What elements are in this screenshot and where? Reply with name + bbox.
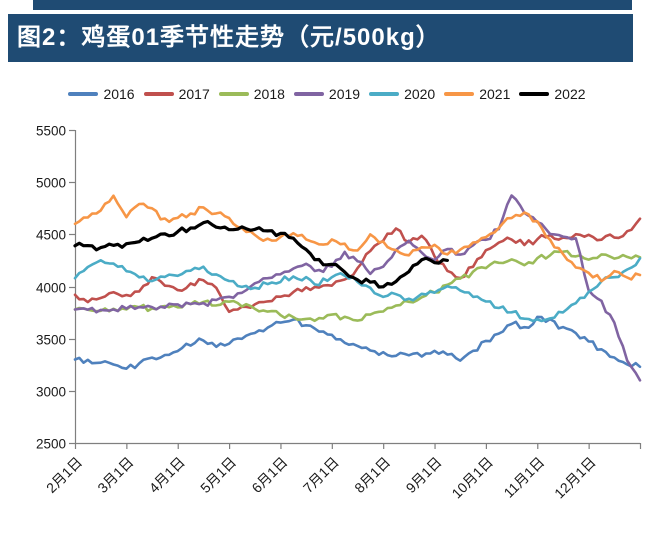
x-tick-label-9: 11月1日 [500,454,547,501]
y-tick-label-5500: 5500 [36,124,66,139]
legend-line-swatch-2017 [143,92,174,96]
legend-item-2016: 2016 [68,86,135,102]
legend-label-2020: 2020 [404,86,436,102]
x-tick-label-5: 7月1日 [300,454,342,496]
x-tick-label-6: 8月1日 [351,454,393,496]
x-tick-label-10: 12月1日 [551,454,599,502]
y-tick-label-3000: 3000 [36,385,66,400]
series-line-2017 [73,217,642,314]
series-line-2018 [73,249,642,323]
series-line-2019 [73,194,642,382]
legend-label-2018: 2018 [253,86,285,102]
legend-line-swatch-2021 [444,92,475,96]
x-tick-label-1: 3月1日 [94,454,136,496]
x-tick-label-7: 9月1日 [403,454,445,496]
legend-item-2020: 2020 [369,86,435,102]
x-tick-label-4: 6月1日 [248,454,290,496]
y-tick-label-2500: 2500 [36,437,66,452]
legend-line-swatch-2022 [519,92,550,96]
legend-item-2021: 2021 [444,86,510,102]
legend-item-2022: 2022 [519,86,586,102]
title-accent-strip [33,0,632,10]
legend-label-2017: 2017 [178,86,210,102]
legend-item-2018: 2018 [218,86,285,102]
x-tick-label-8: 10月1日 [448,454,496,502]
legend-label-2016: 2016 [103,86,135,102]
series-line-2021 [73,194,642,283]
legend-line-swatch-2018 [218,92,249,96]
legend-item-2019: 2019 [293,86,361,102]
legend-label-2021: 2021 [479,86,511,102]
chart-legend: 2016 2017 2018 2019 2020 2021 2022 [0,85,654,103]
legend-label-2019: 2019 [328,86,361,102]
axis-lines [74,130,640,445]
legend-line-swatch-2020 [369,92,400,96]
x-tick-label-2: 4月1日 [146,454,188,496]
legend-line-swatch-2016 [68,92,99,96]
series-line-2022 [73,219,449,289]
figure-title-bar: 图2：鸡蛋01季节性走势（元/500kg） [8,14,633,62]
figure-title: 图2：鸡蛋01季节性走势（元/500kg） [17,24,441,51]
y-tick-label-3500: 3500 [36,333,66,348]
legend-line-swatch-2019 [293,92,324,96]
y-tick-label-5000: 5000 [36,176,66,191]
x-tick-label-0: 2月1日 [43,454,85,496]
series-line-2016 [73,315,642,371]
y-tick-label-4500: 4500 [36,228,66,243]
x-tick-label-3: 5月1日 [197,454,239,496]
series-line-2020 [73,256,642,323]
legend-item-2017: 2017 [143,86,210,102]
y-tick-label-4000: 4000 [36,281,66,296]
legend-label-2022: 2022 [554,86,586,102]
